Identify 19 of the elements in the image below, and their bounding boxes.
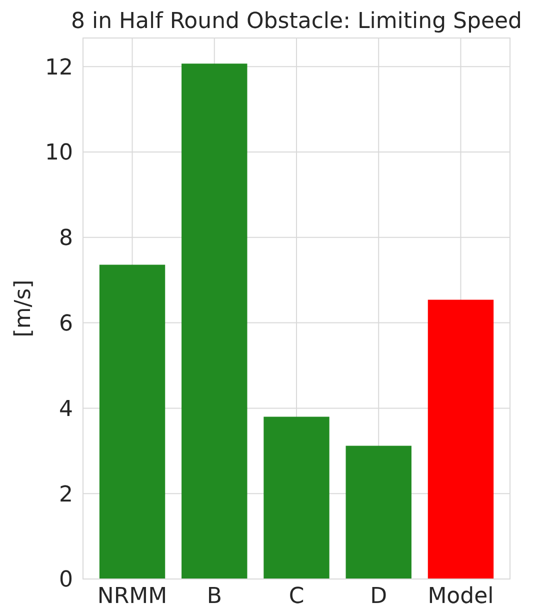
y-tick-label: 4 (59, 396, 73, 422)
x-tick-label: NRMM (97, 584, 168, 604)
x-tick-label: C (288, 584, 304, 604)
bar (264, 416, 330, 579)
bar (346, 446, 412, 579)
y-axis-title: [m/s] (11, 280, 36, 338)
x-tick-label: Model (428, 584, 494, 604)
chart-title: 8 in Half Round Obstacle: Limiting Speed (70, 9, 522, 34)
y-tick-label: 2 (59, 482, 73, 508)
x-tick-label: D (370, 584, 388, 604)
y-tick-label: 12 (45, 55, 73, 80)
y-tick-label: 10 (45, 140, 73, 166)
bar (99, 264, 166, 579)
y-tick-label: 6 (59, 312, 73, 337)
bar (428, 300, 494, 579)
bar (182, 64, 248, 579)
y-tick-label: 8 (59, 226, 73, 252)
x-tick-label: B (206, 584, 222, 604)
y-tick-label: 0 (59, 568, 73, 593)
